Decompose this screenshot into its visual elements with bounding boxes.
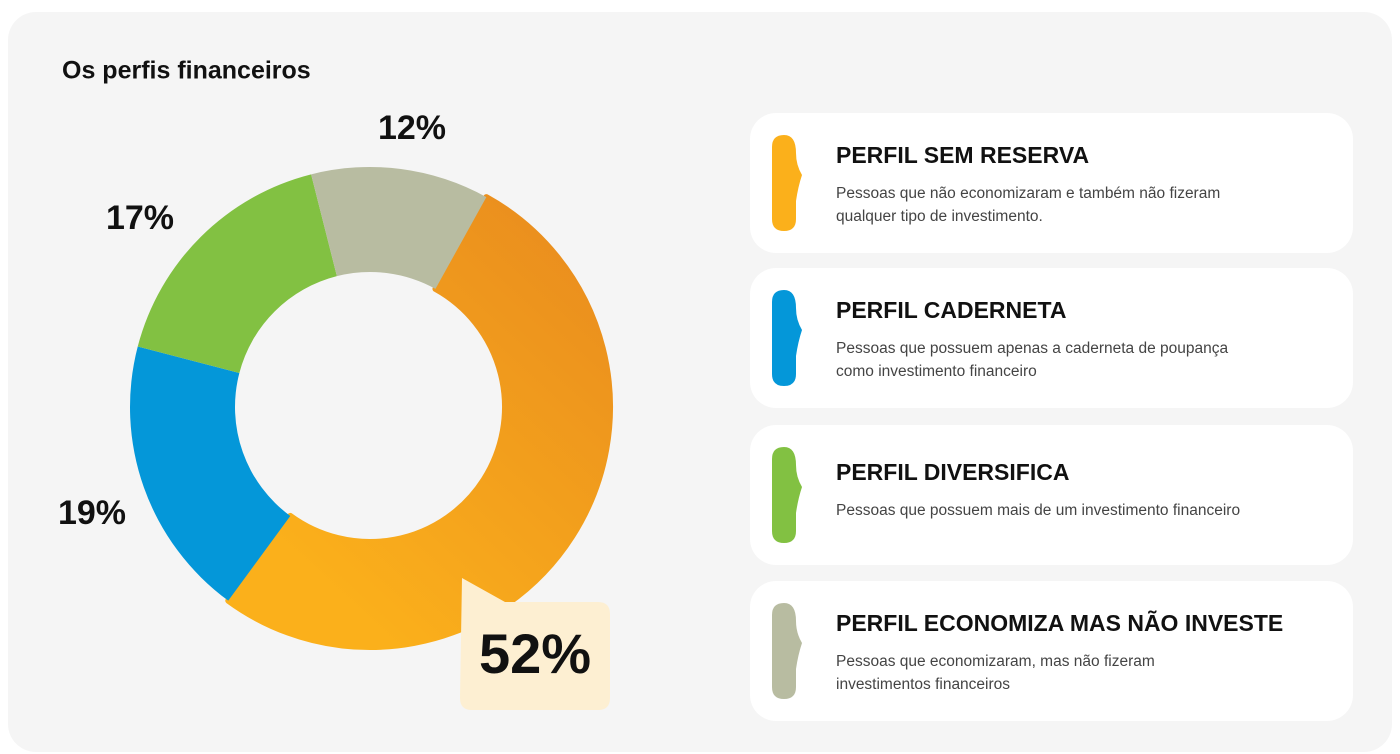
donut-slice bbox=[311, 167, 487, 289]
legend-swatch bbox=[772, 447, 802, 543]
legend-title: PERFIL ECONOMIZA MAS NÃO INVESTE bbox=[836, 609, 1283, 636]
legend-description: Pessoas que não economizaram e também nã… bbox=[836, 185, 1220, 202]
value-label: 12% bbox=[378, 109, 446, 147]
legend-swatch bbox=[772, 290, 802, 386]
chart-title: Os perfis financeiros bbox=[62, 57, 311, 85]
value-label: 19% bbox=[58, 494, 126, 532]
legend-title: PERFIL SEM RESERVA bbox=[836, 142, 1089, 168]
value-label: 52% bbox=[479, 622, 591, 685]
legend-swatch bbox=[772, 135, 802, 231]
legend-description: investimentos financeiros bbox=[836, 676, 1010, 693]
legend-description: Pessoas que possuem apenas a caderneta d… bbox=[836, 340, 1228, 357]
legend-card bbox=[750, 268, 1353, 408]
donut-slice bbox=[225, 194, 613, 650]
callout-box bbox=[460, 578, 610, 710]
legend-title: PERFIL CADERNETA bbox=[836, 297, 1066, 323]
legend-description: Pessoas que economizaram, mas não fizera… bbox=[836, 653, 1155, 670]
legend-description: qualquer tipo de investimento. bbox=[836, 208, 1043, 225]
donut-slice bbox=[137, 174, 337, 373]
legend-title: PERFIL DIVERSIFICA bbox=[836, 459, 1069, 485]
legend-description: como investimento financeiro bbox=[836, 363, 1037, 380]
legend-card bbox=[750, 581, 1353, 721]
legend-card bbox=[750, 425, 1353, 565]
legend-card bbox=[750, 113, 1353, 253]
legend-description: Pessoas que possuem mais de um investime… bbox=[836, 502, 1240, 519]
legend-swatch bbox=[772, 603, 802, 699]
value-label: 17% bbox=[106, 199, 174, 237]
donut-slice bbox=[130, 346, 291, 601]
